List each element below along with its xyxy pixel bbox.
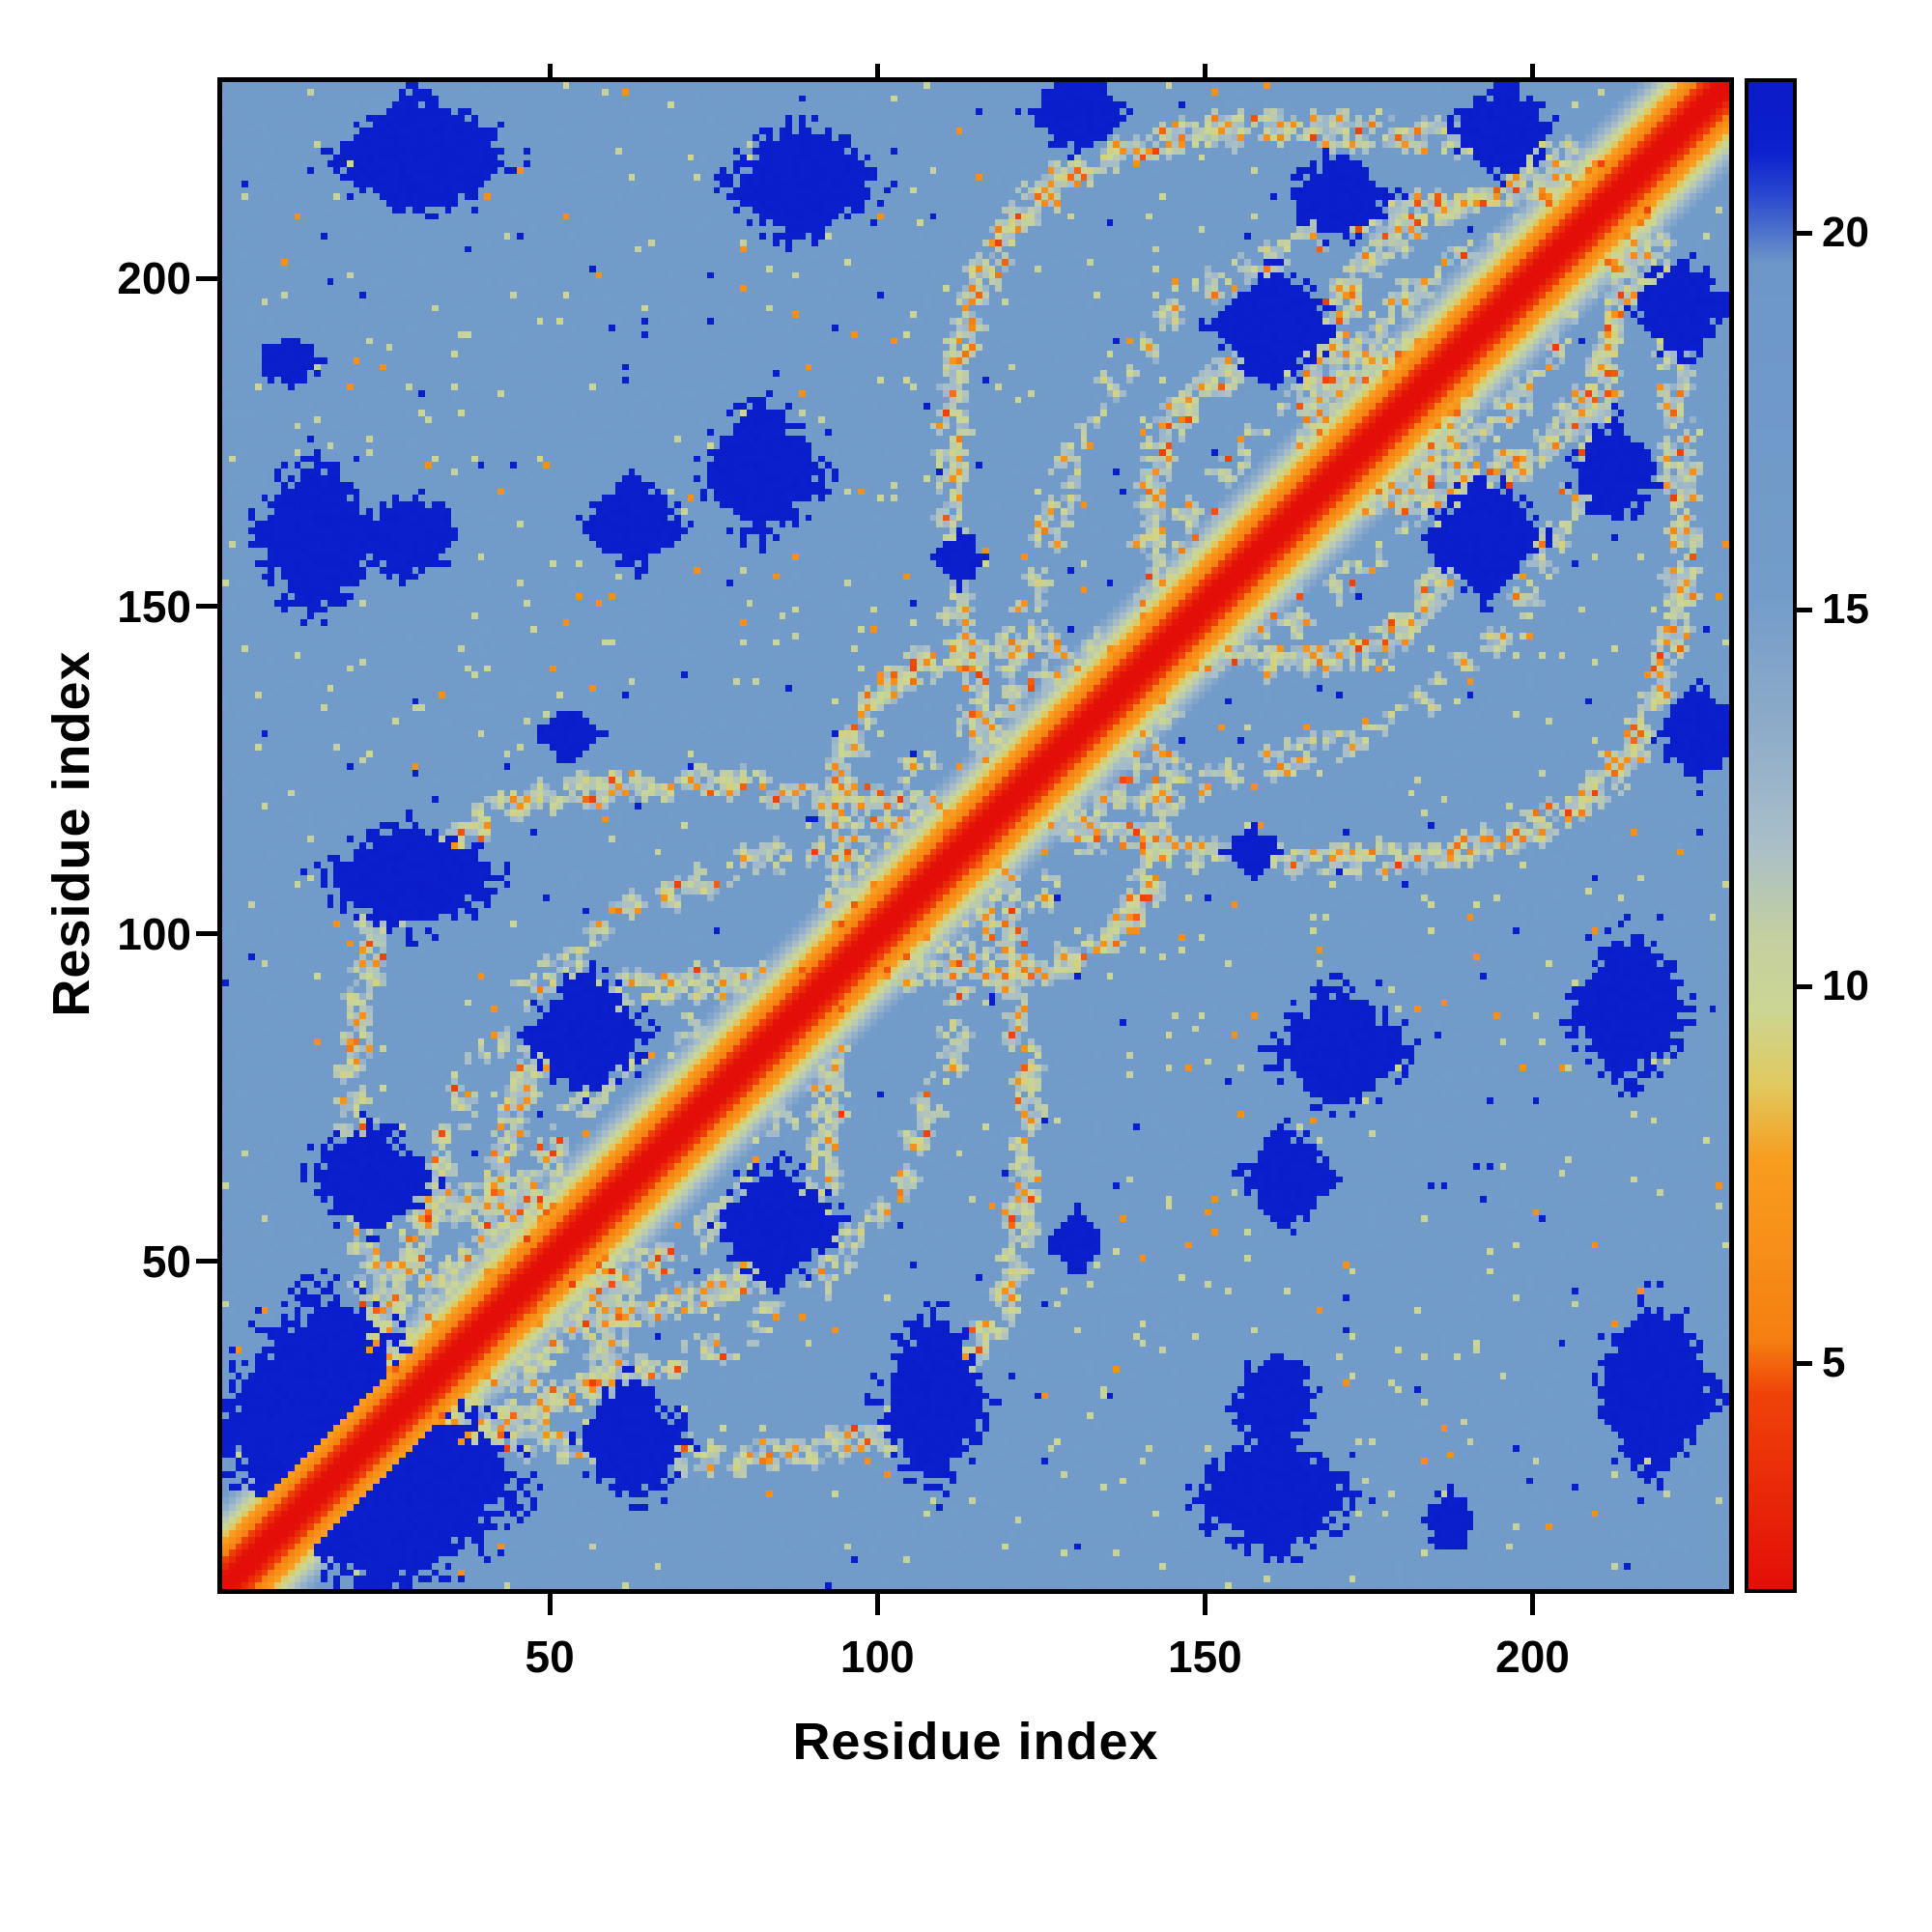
- x-tick-mark-top: [1530, 64, 1536, 77]
- y-tick-mark: [196, 604, 217, 610]
- y-tick-mark: [196, 1259, 217, 1264]
- colorbar-tick-mark: [1797, 607, 1812, 612]
- y-tick-label: 150: [117, 581, 191, 632]
- x-tick-label: 50: [525, 1632, 575, 1682]
- x-tick-label: 200: [1495, 1632, 1570, 1682]
- x-tick-mark-top: [547, 64, 553, 77]
- colorbar-tick-label: 15: [1822, 585, 1869, 633]
- x-tick-mark: [874, 1594, 880, 1615]
- y-axis-title: Residue index: [43, 650, 100, 1017]
- x-axis-title: Residue index: [792, 1713, 1159, 1771]
- colorbar-tick-mark: [1797, 1360, 1812, 1366]
- y-tick-mark: [196, 931, 217, 937]
- y-tick-label: 50: [141, 1236, 191, 1287]
- heatmap-plot: [217, 77, 1734, 1594]
- x-tick-mark-top: [1202, 64, 1208, 77]
- x-tick-label: 100: [839, 1632, 915, 1682]
- x-tick-mark: [547, 1594, 553, 1615]
- colorbar-tick-label: 20: [1822, 209, 1869, 256]
- x-tick-mark: [1202, 1594, 1208, 1615]
- colorbar-tick-label: 5: [1822, 1339, 1846, 1386]
- y-tick-label: 100: [117, 908, 191, 959]
- colorbar: [1745, 78, 1797, 1593]
- x-tick-label: 150: [1168, 1632, 1242, 1682]
- x-tick-mark-top: [874, 64, 880, 77]
- y-tick-label: 200: [117, 253, 191, 304]
- colorbar-tick-label: 10: [1822, 962, 1869, 1009]
- colorbar-tick-mark: [1797, 983, 1812, 989]
- y-tick-mark: [196, 275, 217, 281]
- colorbar-canvas: [1748, 82, 1793, 1589]
- heatmap-canvas: [222, 82, 1729, 1589]
- x-tick-mark: [1530, 1594, 1536, 1615]
- colorbar-tick-mark: [1797, 230, 1812, 236]
